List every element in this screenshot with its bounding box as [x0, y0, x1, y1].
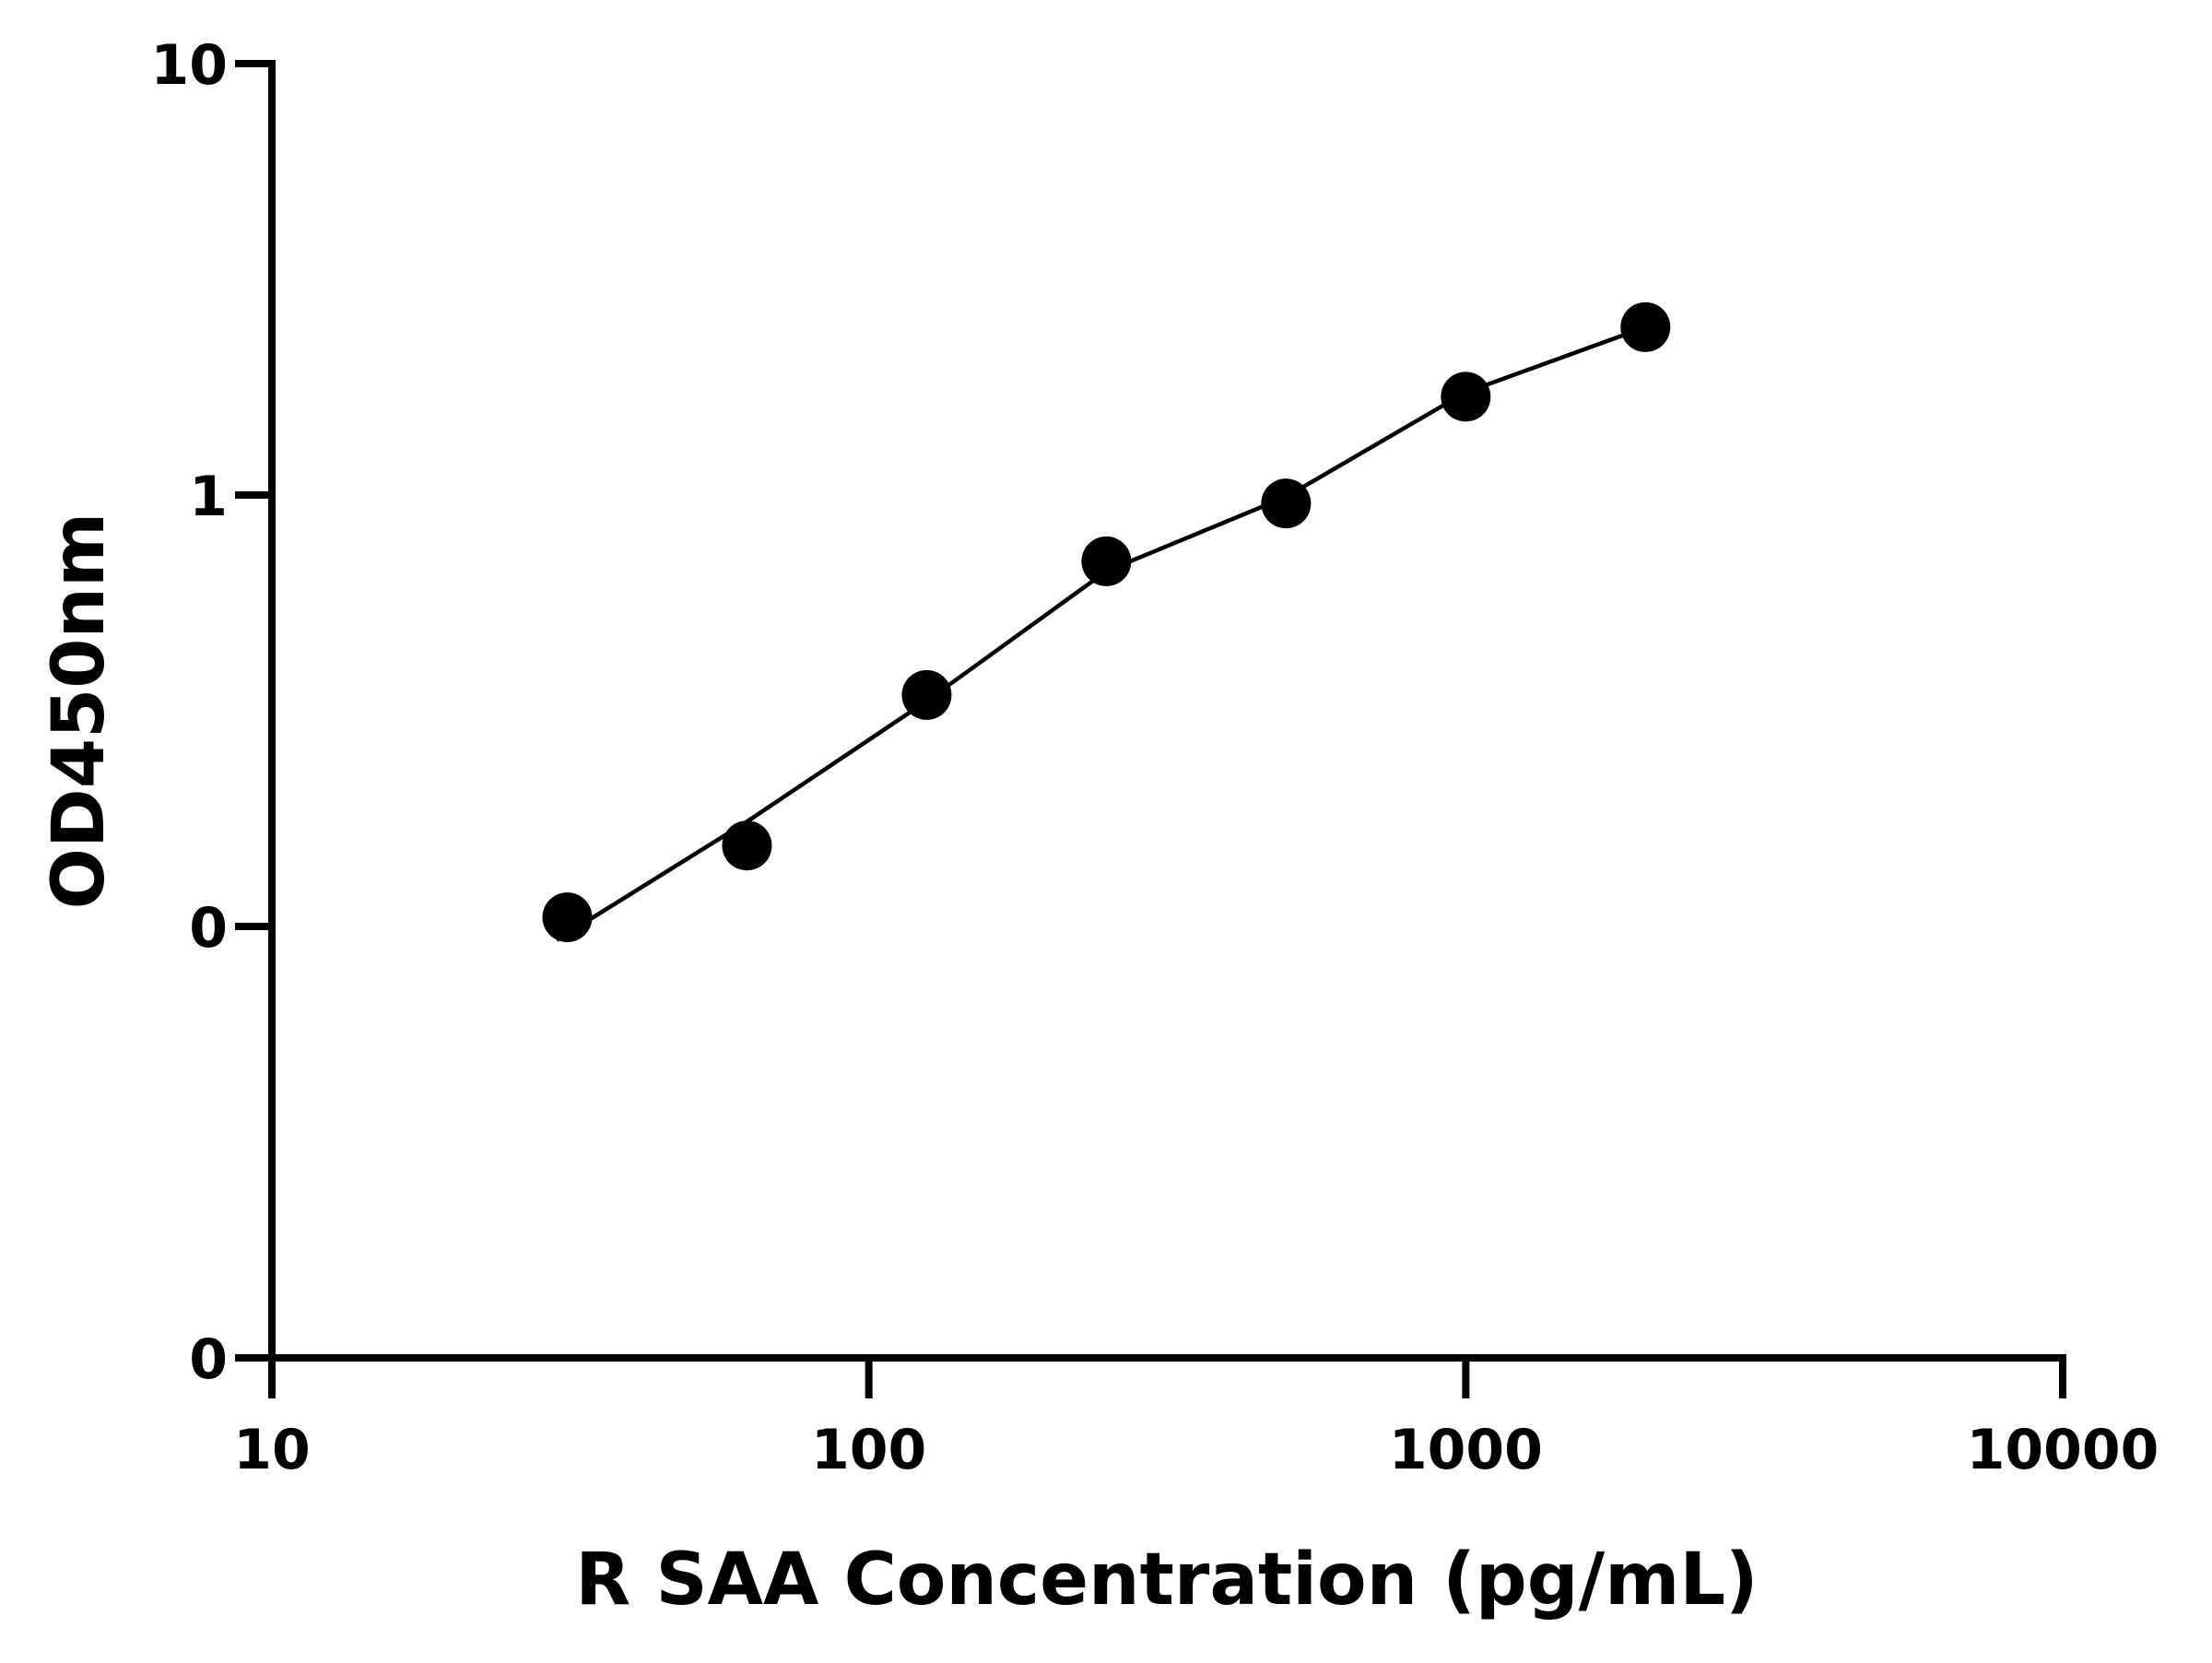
x-tick-label: 1000 — [1389, 1418, 1543, 1482]
data-point — [1261, 478, 1312, 529]
fit-curve — [555, 324, 1647, 942]
data-point — [1441, 372, 1491, 422]
x-tick-label: 10 — [233, 1418, 311, 1482]
y-tick-label: 0 — [189, 896, 228, 961]
y-tick-label: 0 — [189, 1327, 228, 1392]
data-point — [1081, 536, 1132, 586]
data-point — [542, 892, 593, 943]
x-tick-label: 100 — [811, 1418, 926, 1482]
data-point — [722, 820, 772, 871]
y-axis-title: OD450nm — [38, 513, 121, 910]
data-point — [1620, 301, 1671, 352]
y-tick-label: 1 — [189, 465, 228, 529]
data-point — [901, 669, 952, 720]
x-tick-label: 10000 — [1967, 1418, 2159, 1482]
y-tick-label: 10 — [151, 33, 229, 98]
x-axis-title: R SAA Concentration (pg/mL) — [575, 1539, 1758, 1622]
